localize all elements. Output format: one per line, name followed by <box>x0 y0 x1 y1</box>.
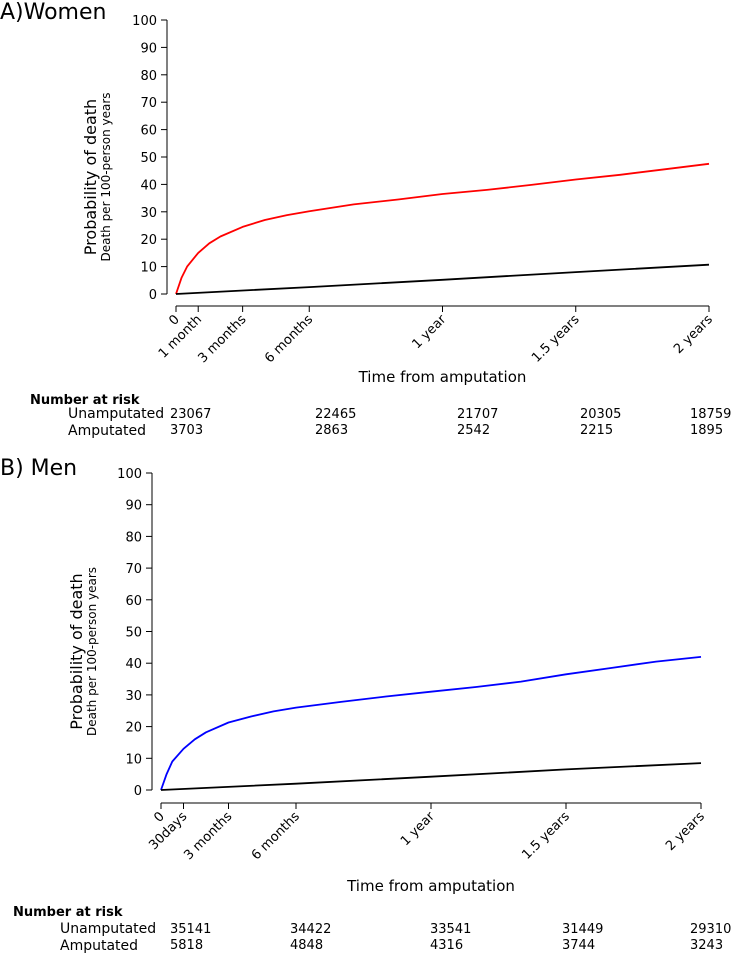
women-y-tick-label: 40 <box>140 178 157 193</box>
panel-a-risk-label-unamputated: Unamputated <box>68 406 165 422</box>
men-y-label: Probability of death <box>67 573 86 729</box>
panel-a-risk-unamp-4: 18759 <box>690 407 732 422</box>
men-y-tick-label: 10 <box>125 752 142 767</box>
panel-a-title: A)Women <box>0 0 107 25</box>
men-series-unamputated <box>160 762 702 791</box>
women-y-tick-label: 20 <box>140 233 157 248</box>
men-y-tick-label: 60 <box>125 594 142 609</box>
panel-b-title: B) Men <box>0 456 78 481</box>
men-x-tick-label: 3 months <box>181 809 235 863</box>
men-y-sublabel: Death per 100-person years <box>85 567 99 736</box>
men-x-tick-label: 1 year <box>398 809 438 849</box>
panel-a-risk-amp-4: 1895 <box>690 423 724 438</box>
panel-a-risk-amp-3: 2215 <box>580 423 614 438</box>
women-y-tick-label: 70 <box>140 96 157 111</box>
panel-a-risk-amp-0: 3703 <box>170 423 204 438</box>
panel-a-risk-amp-1: 2863 <box>315 423 349 438</box>
women-x-label: Time from amputation <box>358 368 527 386</box>
panel-b-risk-unamp-0: 35141 <box>170 922 212 937</box>
panel-a-risk-unamp-3: 20305 <box>580 407 622 422</box>
men-y-tick-label: 0 <box>134 784 142 799</box>
men-y-tick-label: 80 <box>125 530 142 545</box>
women-y-tick-label: 90 <box>140 41 157 56</box>
women-y-tick-label: 100 <box>132 14 157 29</box>
panel-a-risk-amp-2: 2542 <box>457 423 491 438</box>
men-y-tick-label: 90 <box>125 499 142 514</box>
panel-b-risk-header: Number at risk <box>13 905 123 920</box>
men-y-tick-label: 100 <box>117 467 142 482</box>
women-series-unamputated <box>175 263 710 295</box>
men-x-tick-label: 2 years <box>663 809 708 854</box>
women-y-tick-label: 0 <box>149 288 157 303</box>
panel-a-risk-unamp-2: 21707 <box>457 407 499 422</box>
men-y-tick-label: 70 <box>125 562 142 577</box>
panel-b-risk-amp-0: 5818 <box>170 938 204 953</box>
men-series-amputated <box>160 656 702 791</box>
panel-a-risk-header: Number at risk <box>30 393 140 408</box>
panel-b-risk-amp-4: 3243 <box>690 938 724 953</box>
panel-b-risk-amp-2: 4316 <box>430 938 464 953</box>
panel-a-risk-unamp-1: 22465 <box>315 407 357 422</box>
men-x-tick-label: 6 months <box>249 809 303 863</box>
women-y-tick-label: 30 <box>140 206 157 221</box>
panel-b-risk-amp-3: 3744 <box>562 938 596 953</box>
panel-b-risk-unamp-3: 31449 <box>562 922 604 937</box>
panel-b-risk-unamp-2: 33541 <box>430 922 472 937</box>
panel-b-risk-unamp-1: 34422 <box>290 922 332 937</box>
panel-a-risk-label-amputated: Amputated <box>68 423 147 439</box>
men-x-label: Time from amputation <box>346 877 515 895</box>
women-series-amputated <box>175 162 710 295</box>
women-y-sublabel: Death per 100-person years <box>99 92 113 261</box>
men-y-tick-label: 20 <box>125 721 142 736</box>
men-y-tick-label: 30 <box>125 689 142 704</box>
women-y-tick-label: 10 <box>140 261 157 276</box>
men-y-tick-label: 40 <box>125 657 142 672</box>
panel-b-risk-unamp-4: 29310 <box>690 922 732 937</box>
women-y-tick-label: 50 <box>140 151 157 166</box>
panel-b-risk-amp-1: 4848 <box>290 938 324 953</box>
women-y-label: Probability of death <box>81 99 100 255</box>
panel-a-risk-unamp-0: 23067 <box>170 407 212 422</box>
panel-b-risk-label-amputated: Amputated <box>60 938 139 954</box>
men-x-tick-label: 1.5 years <box>519 809 573 863</box>
chart-women: 0 10 20 30 40 50 60 70 80 90 100 Probability of dea… <box>81 14 716 386</box>
men-y-tick-label: 50 <box>125 626 142 641</box>
panel-b-risk-label-unamputated: Unamputated <box>60 921 157 937</box>
women-y-tick-label: 60 <box>140 124 157 139</box>
women-y-tick-label: 80 <box>140 69 157 84</box>
